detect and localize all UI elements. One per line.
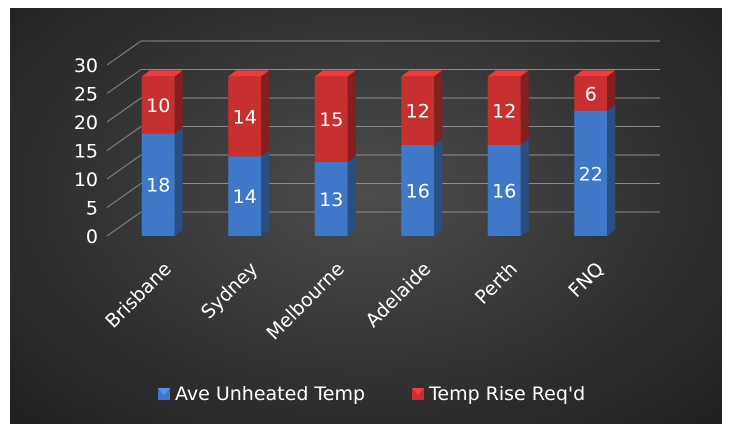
bar-top-cap — [574, 70, 616, 77]
bar-top-cap — [314, 70, 356, 77]
data-label: 10 — [146, 95, 170, 117]
chart-area: 0 5 10 15 20 25 30 18 10 Brisbane 14 14 Sydney 13 15 Me… — [10, 8, 722, 424]
x-tick-label: Sydney — [197, 258, 262, 323]
bar-ave-unheated-temp-side — [607, 104, 616, 236]
gridline-side — [106, 154, 142, 180]
y-tick-label: 30 — [74, 55, 98, 77]
y-tick-label: 5 — [86, 198, 98, 220]
bar-ave-unheated-temp-side — [174, 127, 183, 236]
y-tick-label: 25 — [74, 84, 98, 106]
y-tick-label: 0 — [86, 226, 98, 248]
gridline-side — [106, 97, 142, 123]
data-label: 18 — [146, 175, 170, 197]
data-label: 14 — [233, 106, 257, 128]
bar-ave-unheated-temp-side — [434, 138, 443, 236]
bar-temp-rise-req-d-front — [401, 76, 435, 145]
data-label: 22 — [579, 163, 603, 185]
bar-top-cap — [141, 70, 183, 77]
bar-temp-rise-req-d-front — [574, 76, 608, 111]
bar-top-cap — [228, 70, 270, 77]
data-label: 16 — [492, 180, 516, 202]
data-label: 12 — [406, 101, 430, 123]
bar-temp-rise-req-d-side — [520, 70, 529, 145]
data-label: 6 — [585, 84, 597, 106]
bar-temp-rise-req-d-front — [314, 76, 348, 162]
bar-temp-rise-req-d-front — [141, 76, 175, 134]
x-tick-label: FNQ — [564, 258, 608, 302]
y-tick-label: 10 — [74, 169, 98, 191]
bar-temp-rise-req-d-front — [228, 76, 262, 157]
bar-temp-rise-req-d-side — [434, 70, 443, 145]
x-tick-label: Perth — [471, 258, 522, 309]
bar-temp-rise-req-d-side — [261, 70, 270, 157]
bar-temp-rise-req-d-side — [347, 70, 356, 162]
bar-ave-unheated-temp-front — [401, 144, 435, 236]
legend-label: Ave Unheated Temp — [175, 383, 365, 405]
y-tick-label: 15 — [74, 141, 98, 163]
bar-top-cap — [487, 70, 529, 77]
bar-ave-unheated-temp-front — [574, 110, 608, 236]
bar-top-cap — [401, 70, 443, 77]
legend-swatch-shine — [412, 388, 424, 395]
data-label: 15 — [319, 109, 343, 131]
bar-ave-unheated-temp-front — [141, 133, 175, 236]
x-tick-label: Brisbane — [101, 258, 176, 333]
data-label: 16 — [406, 180, 430, 202]
gridline-side — [106, 211, 142, 237]
gridline-side — [106, 40, 142, 66]
bar-temp-rise-req-d-side — [174, 70, 183, 134]
data-label: 12 — [492, 101, 516, 123]
bar-ave-unheated-temp-side — [347, 155, 356, 236]
bar-temp-rise-req-d-front — [487, 76, 521, 145]
bar-ave-unheated-temp-front — [314, 161, 348, 236]
data-label: 14 — [233, 186, 257, 208]
gridline-side — [106, 183, 142, 208]
bar-ave-unheated-temp-front — [487, 144, 521, 236]
gridline-side — [106, 69, 142, 94]
legend-swatch-shine — [158, 388, 170, 395]
bar-ave-unheated-temp-front — [228, 156, 262, 236]
bar-ave-unheated-temp-side — [261, 150, 270, 236]
bar-ave-unheated-temp-side — [520, 138, 529, 236]
gridline-side — [106, 126, 142, 151]
x-tick-label: Adelaide — [361, 258, 435, 332]
bar-temp-rise-req-d-side — [607, 70, 616, 111]
y-tick-label: 20 — [74, 112, 98, 134]
data-label: 13 — [319, 189, 343, 211]
stacked-bar-chart: 0 5 10 15 20 25 30 18 10 Brisbane 14 14 Sydney 13 15 Me… — [74, 40, 660, 405]
x-tick-label: Melbourne — [262, 258, 348, 344]
legend-label: Temp Rise Req'd — [428, 383, 585, 405]
